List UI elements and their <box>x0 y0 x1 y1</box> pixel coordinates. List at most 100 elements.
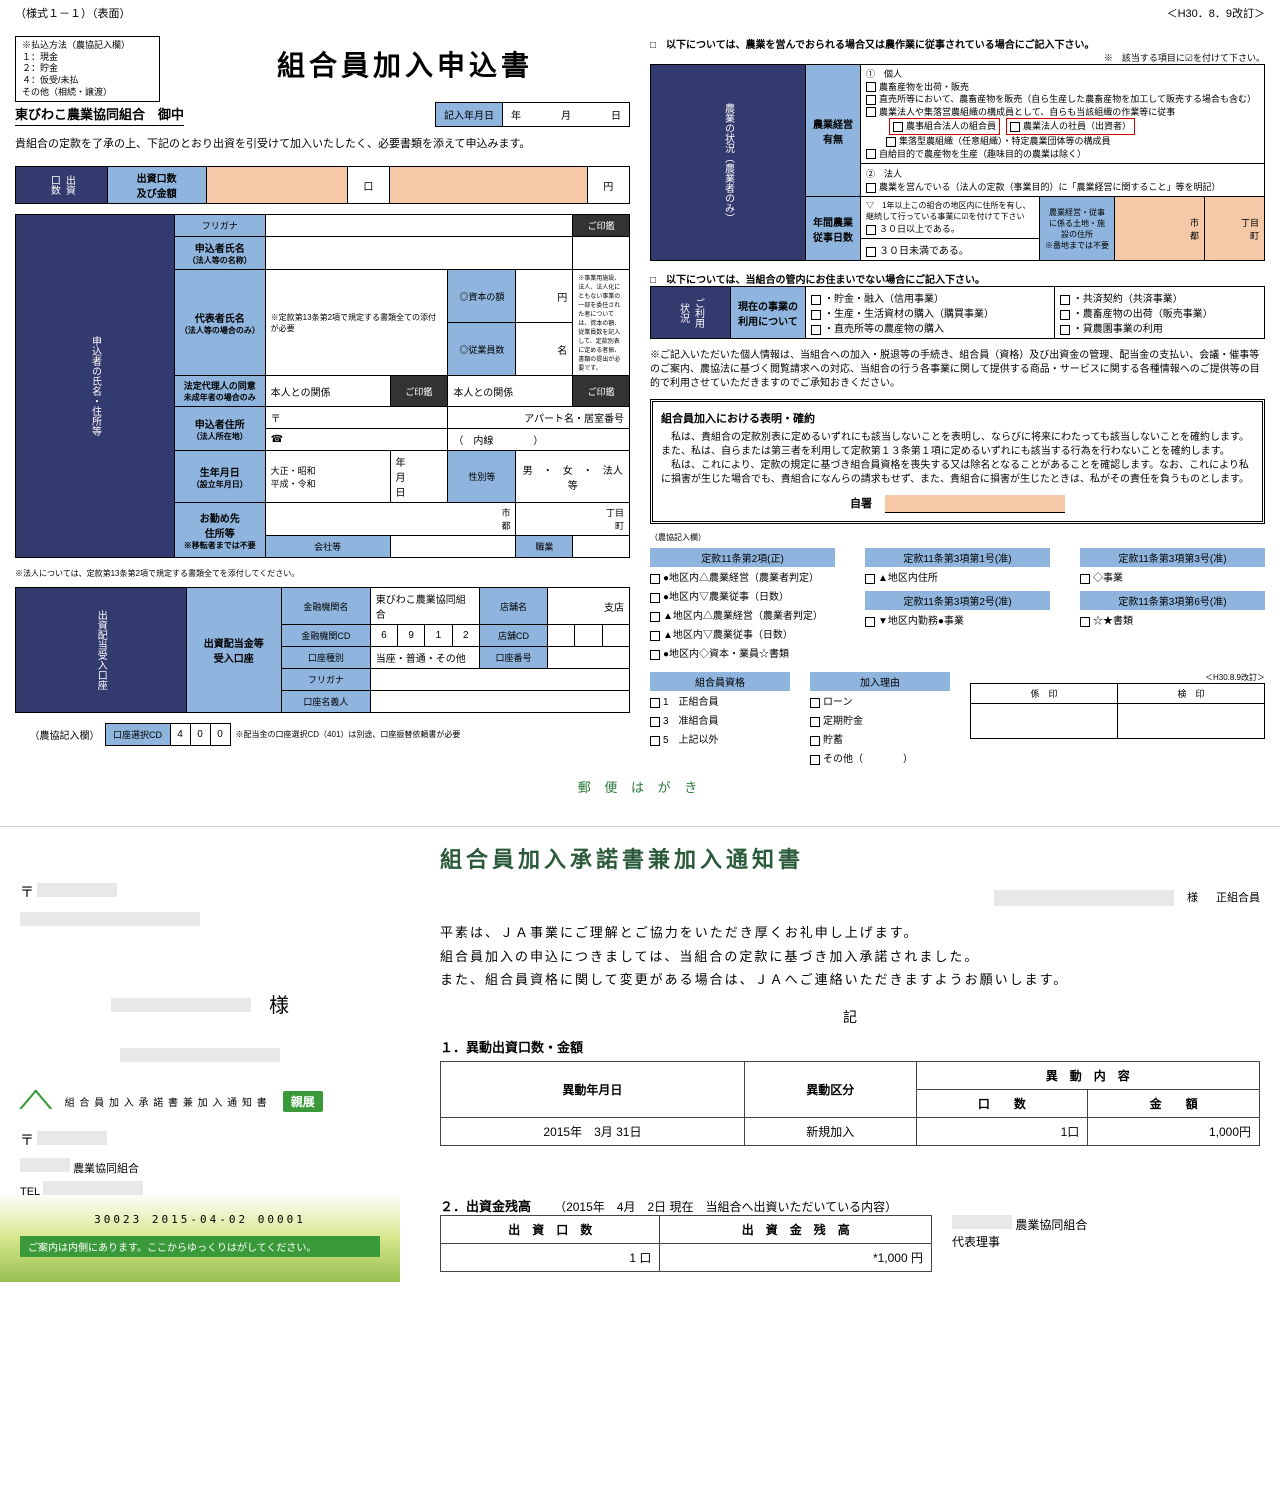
sama2: 様 <box>1187 892 1198 904</box>
checkbox[interactable] <box>650 593 660 603</box>
company-input[interactable] <box>390 536 516 558</box>
ja-i: ●地区内▽農業従事（日数） <box>663 592 789 603</box>
acc-furi-input[interactable] <box>370 669 629 691</box>
name-note: （法人等の名称） <box>188 256 252 265</box>
checkbox[interactable] <box>810 736 820 746</box>
checkbox[interactable] <box>650 698 660 708</box>
checkbox[interactable] <box>811 325 821 335</box>
ja-hdr5: 定款11条第3項第6号(准) <box>1080 591 1265 610</box>
t1h4: 口 数 <box>916 1089 1088 1117</box>
branchcd-1[interactable] <box>548 625 575 647</box>
acc-side: 出資配当受入口座 <box>16 588 187 713</box>
branchcd-2[interactable] <box>575 625 602 647</box>
emp-input[interactable]: 名 <box>516 323 573 376</box>
capital-input[interactable]: 円 <box>516 270 573 323</box>
payment-item: １：現金 <box>22 52 153 64</box>
checkbox[interactable] <box>866 183 876 193</box>
selcd-2: 0 <box>190 724 210 746</box>
farm-city[interactable]: 市 都 <box>1115 197 1205 261</box>
date-box: 記入年月日 年 月 日 <box>435 102 630 127</box>
checkbox[interactable] <box>866 149 876 159</box>
holder-input[interactable] <box>370 691 629 713</box>
occ-input[interactable] <box>573 536 630 558</box>
pc-doc-title: 組 合 員 加 入 承 諾 書 兼 加 入 通 知 書 <box>65 1094 268 1109</box>
kojin-red3: 集落型農組織（任意組織）・特定農業団体等の構成員 <box>899 136 1111 146</box>
work-city[interactable]: 市 都 <box>265 503 516 536</box>
kojin-1: 農畜産物を出荷・販売 <box>879 82 969 92</box>
checkbox[interactable] <box>810 698 820 708</box>
apart-input[interactable]: アパート名・居室番号 <box>448 407 630 429</box>
checkbox[interactable] <box>1080 574 1090 584</box>
selcd-3: 0 <box>210 724 230 746</box>
checkbox[interactable] <box>650 736 660 746</box>
checkbox[interactable] <box>866 95 876 105</box>
bankcd-label: 金融機関CD <box>282 625 371 647</box>
body3: また、組合員資格に関して変更がある場合は、ＪＡへご連絡いただきますようお願いしま… <box>440 968 1260 991</box>
emp-label: ◎従業員数 <box>448 323 516 376</box>
t1units: 1口 <box>916 1117 1088 1145</box>
checkbox[interactable] <box>865 574 875 584</box>
branch-label: 店舗名 <box>479 588 547 625</box>
shares-units-input[interactable] <box>206 167 347 204</box>
days-30plus: ３０日以上である。 <box>879 224 960 234</box>
work-chome[interactable]: 丁目 町 <box>516 503 630 536</box>
pc-code: 30023 2015-04-02 00001 <box>20 1213 380 1226</box>
checkbox[interactable] <box>866 82 876 92</box>
checkbox[interactable] <box>866 225 876 235</box>
checkbox[interactable] <box>650 717 660 727</box>
checkbox[interactable] <box>865 617 875 627</box>
acc-label: 出資配当金等 受入口座 <box>186 588 282 713</box>
checkbox[interactable] <box>1080 617 1090 627</box>
ja-i: ▲地区内△農業経営（農業者判定） <box>663 611 823 622</box>
checkbox[interactable] <box>650 612 660 622</box>
acctype-val[interactable]: 当座・普通・その他 <box>370 647 479 669</box>
checkbox[interactable] <box>811 310 821 320</box>
date-field[interactable]: 年 月 日 <box>502 103 629 126</box>
checkbox[interactable] <box>1060 325 1070 335</box>
t2amount: *1,000 円 <box>660 1243 932 1271</box>
checkbox[interactable] <box>1060 295 1070 305</box>
company-label: 会社等 <box>265 536 390 558</box>
checkbox[interactable] <box>866 247 876 257</box>
bullet: ・ <box>1073 324 1083 335</box>
t2h1: 出 資 口 数 <box>441 1215 660 1243</box>
attach-note: ※定款第13条第2項で規定する書類全ての添付が必要 <box>265 270 448 376</box>
name-input[interactable] <box>265 237 573 270</box>
checkbox[interactable] <box>650 650 660 660</box>
shares-amount-input[interactable] <box>390 167 588 204</box>
checkbox[interactable] <box>866 107 876 117</box>
seal3-label: ご印鑑 <box>573 376 630 407</box>
era-select[interactable]: 大正・昭和 平成・令和 <box>265 451 390 503</box>
accno-input[interactable] <box>548 647 630 669</box>
ymd-input[interactable]: 年 月 日 <box>390 451 448 503</box>
branch-input[interactable]: 支店 <box>548 588 630 625</box>
branchcd-3[interactable] <box>602 625 629 647</box>
checkbox[interactable] <box>893 122 903 132</box>
relation1[interactable]: 本人との関係 <box>265 376 390 407</box>
mgmt-label: 農業経営 有無 <box>806 65 861 197</box>
tel-input[interactable]: ☎ <box>265 429 448 451</box>
gender-select[interactable]: 男 ・ 女 ・ 法人等 <box>516 451 630 503</box>
checkbox[interactable] <box>1010 122 1020 132</box>
sign-input[interactable] <box>885 495 1065 513</box>
relation2[interactable]: 本人との関係 <box>448 376 573 407</box>
checkbox[interactable] <box>650 631 660 641</box>
postal-input[interactable]: 〒 <box>265 407 448 429</box>
ja-i: ☆★書類 <box>1093 616 1133 627</box>
seal-box[interactable] <box>573 237 630 270</box>
blank4 <box>20 1158 70 1172</box>
postcard-right: 組合員加入承諾書兼加入通知書 様 正組合員 平素は、ＪＡ事業にご理解とご協力をい… <box>420 832 1280 1281</box>
furigana-input[interactable] <box>265 215 573 237</box>
checkbox[interactable] <box>810 717 820 727</box>
ext-input[interactable]: （ 内線 ） <box>448 429 630 451</box>
applicant-side: 申込者の氏名・住所等 <box>16 215 175 558</box>
checkbox[interactable] <box>886 137 896 147</box>
ja-note: （農協記入欄） <box>15 724 105 746</box>
checkbox[interactable] <box>810 755 820 765</box>
farm-chome[interactable]: 丁目 町 <box>1205 197 1265 261</box>
checkbox[interactable] <box>1060 310 1070 320</box>
checkbox[interactable] <box>811 295 821 305</box>
checkbox[interactable] <box>650 574 660 584</box>
gender-label: 性別等 <box>448 451 516 503</box>
ja-i: ●地区内△農業経営（農業者判定） <box>663 573 819 584</box>
